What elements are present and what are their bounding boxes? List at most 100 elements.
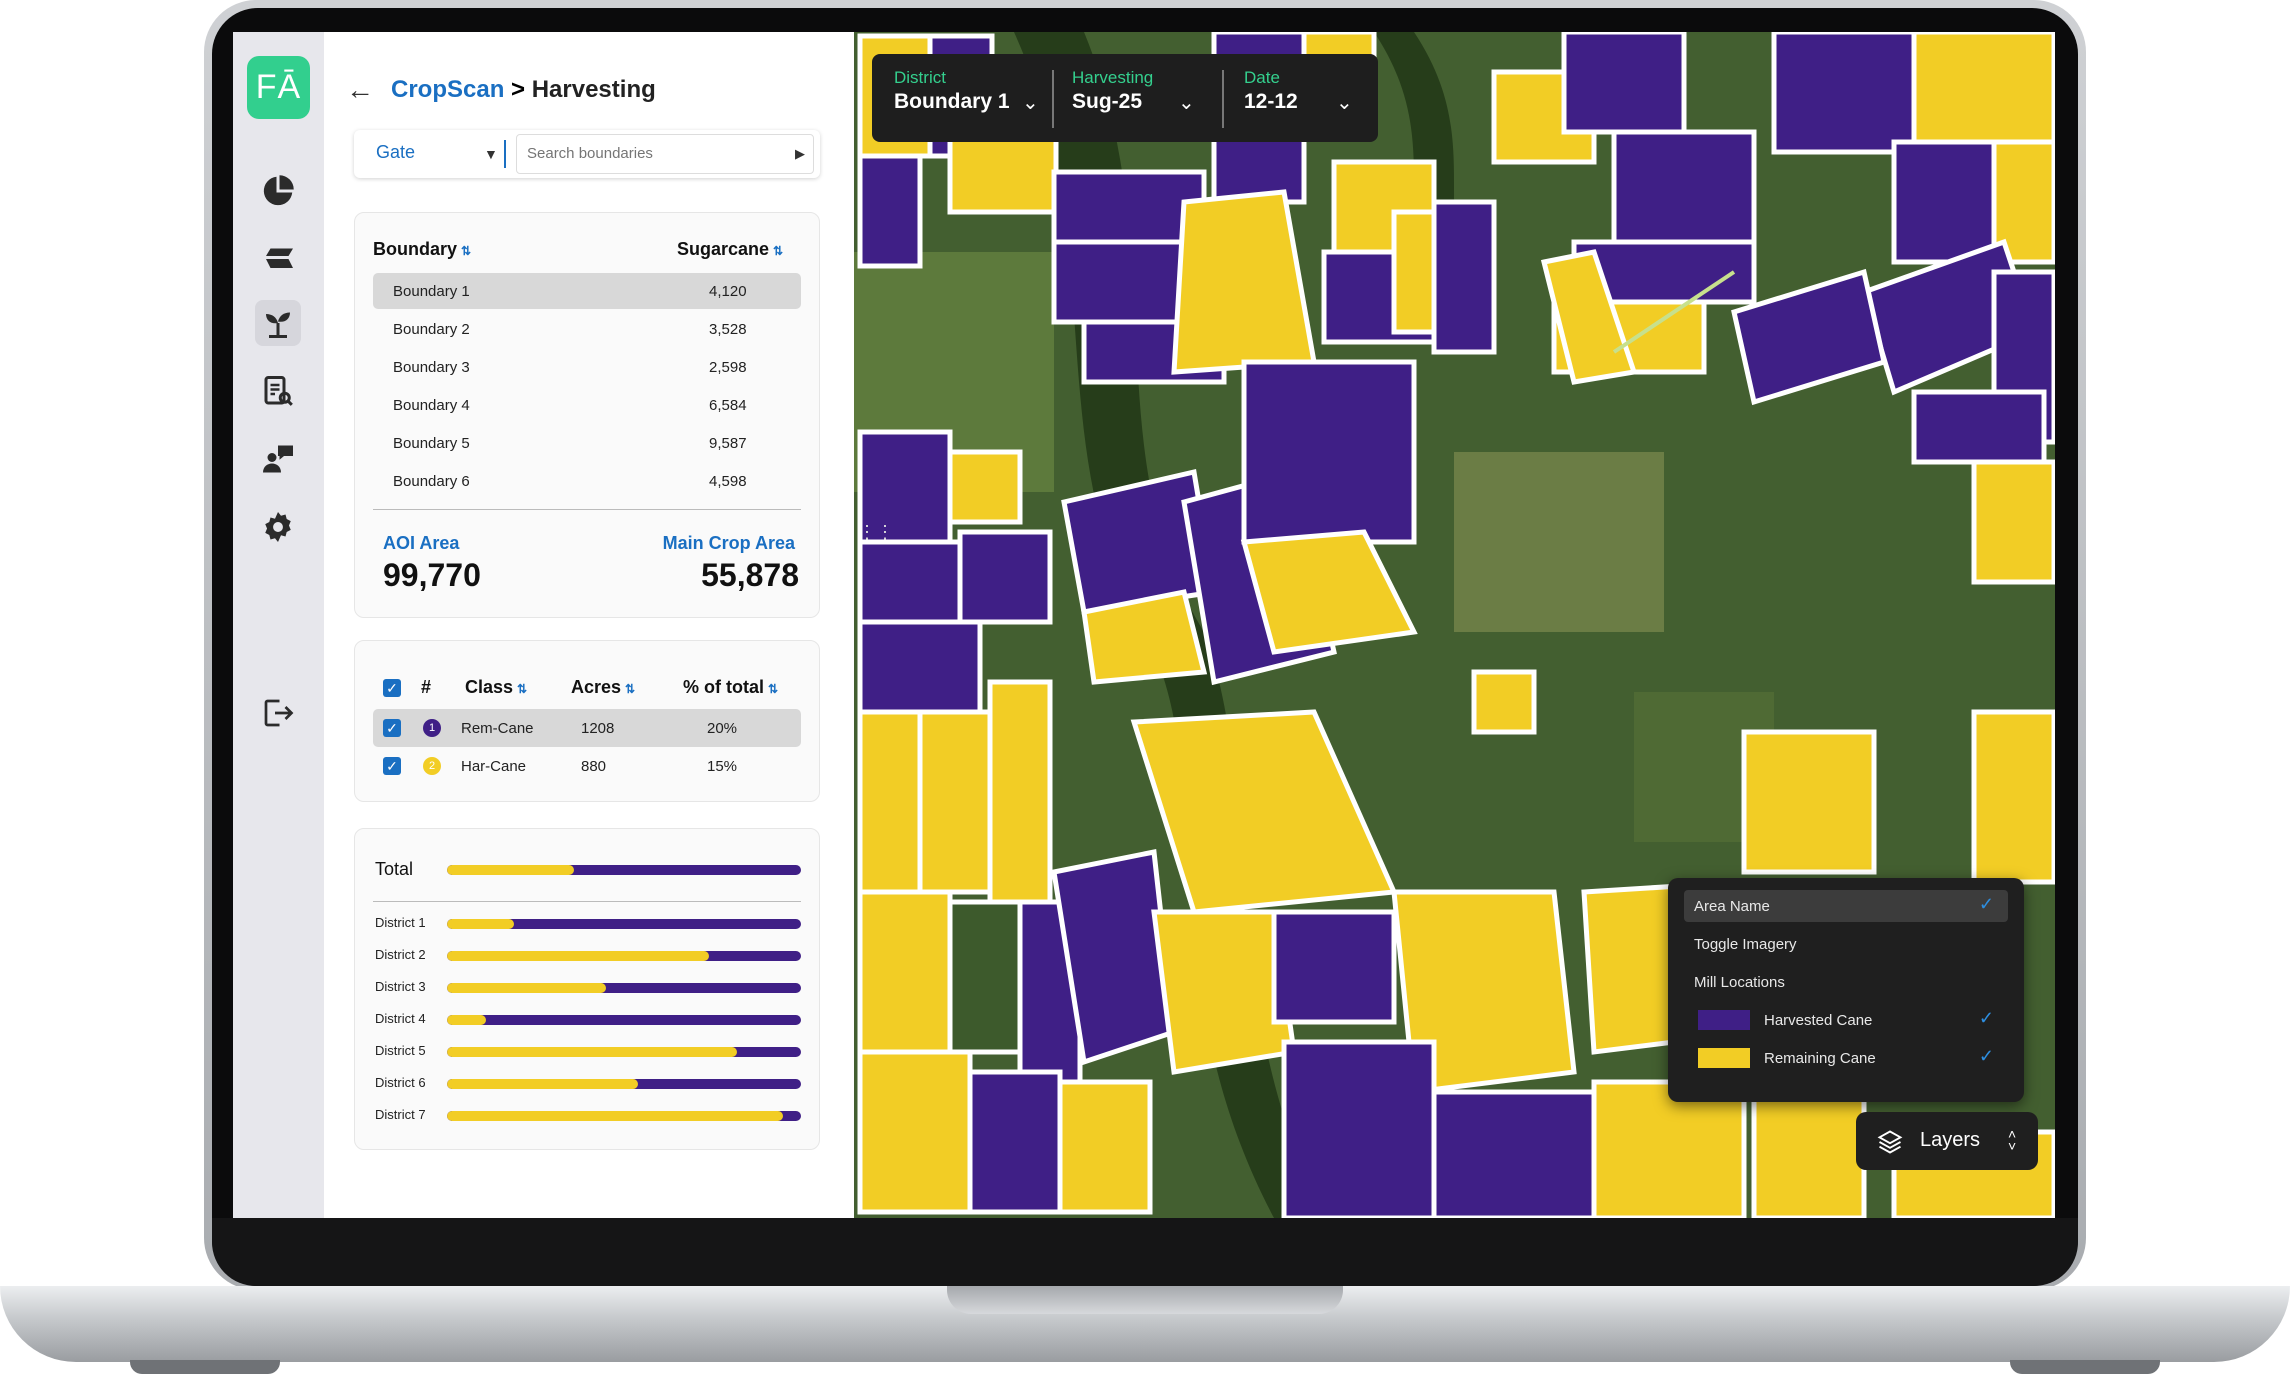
- layer-item-toggle-imagery[interactable]: Toggle Imagery: [1694, 936, 1797, 953]
- class-number-badge: 1: [423, 719, 441, 737]
- map-view[interactable]: ⋮⋮ District Boundary 1 ⌄ Harvesting Sug-…: [854, 32, 2055, 1218]
- pie-chart-icon[interactable]: [255, 168, 301, 214]
- caret-down-icon[interactable]: ▼: [484, 146, 498, 162]
- laptop-notch: [947, 1286, 1343, 1314]
- farmer-chat-icon[interactable]: [255, 436, 301, 482]
- class-column-header[interactable]: Class ⇅: [465, 677, 528, 697]
- district-label: District 7: [375, 1107, 426, 1122]
- district-label: District 5: [375, 1043, 426, 1058]
- select-all-checkbox[interactable]: ✓: [383, 679, 401, 697]
- layers-menu: Area Name ✓ Toggle Imagery Mill Location…: [1668, 878, 2024, 1102]
- report-search-icon[interactable]: [255, 368, 301, 414]
- district-progress-bar: [447, 919, 801, 929]
- chevron-down-icon: ⌄: [1178, 92, 1195, 114]
- sort-icon: ⇅: [773, 244, 784, 258]
- aoi-area-label: AOI Area: [383, 533, 460, 553]
- sort-icon: ⇅: [625, 682, 636, 696]
- filter-bar: District Boundary 1 ⌄ Harvesting Sug-25 …: [872, 54, 1378, 142]
- boundary-row[interactable]: Boundary 4 6,584: [393, 397, 747, 414]
- date-filter[interactable]: Date 12-12 ⌄: [1244, 68, 1353, 114]
- main-crop-area-value: 55,878: [701, 557, 799, 593]
- total-progress-bar: [447, 865, 801, 875]
- total-label: Total: [375, 859, 414, 879]
- boundary-row[interactable]: Boundary 2 3,528: [393, 321, 747, 338]
- layers-icon: [1877, 1130, 1903, 1154]
- divider: [1052, 70, 1054, 128]
- check-icon: ✓: [1978, 1008, 1994, 1028]
- app-screen: FĀ ← CropScan > Harvesting Gate: [233, 32, 2055, 1218]
- boundary-row[interactable]: Boundary 3 2,598: [393, 359, 747, 376]
- search-box: ▶: [516, 134, 814, 174]
- boundary-row[interactable]: Boundary 5 9,587: [393, 435, 747, 452]
- play-arrow-icon[interactable]: ▶: [795, 146, 805, 161]
- sort-icon: ⇅: [517, 682, 528, 696]
- district-label: District 1: [375, 915, 426, 930]
- district-label: District 3: [375, 979, 426, 994]
- logout-icon[interactable]: [255, 690, 301, 736]
- icon-rail: FĀ: [233, 32, 324, 1218]
- sugarcane-column-header[interactable]: Sugarcane ⇅: [677, 239, 784, 259]
- left-panel: ← CropScan > Harvesting Gate ▼ ▶ Boundar…: [324, 32, 854, 1218]
- district-progress-bar: [447, 1079, 801, 1089]
- sort-icon: ⇅: [461, 244, 472, 258]
- layers-button-label: Layers: [1920, 1129, 1981, 1151]
- row-checkbox[interactable]: ✓: [383, 757, 401, 775]
- gate-select[interactable]: Gate: [376, 142, 416, 162]
- check-icon: ✓: [1978, 894, 1994, 914]
- breadcrumb-root-link[interactable]: CropScan: [391, 76, 505, 103]
- aoi-area-value: 99,770: [383, 557, 481, 593]
- class-card: ✓ # Class ⇅ Acres ⇅ % of total ⇅ ✓ 1 Rem-Ca…: [354, 640, 820, 802]
- sort-icon: ⇅: [768, 682, 779, 696]
- search-input[interactable]: [527, 145, 777, 162]
- laptop-chin: [212, 1218, 2078, 1286]
- divider: [373, 901, 801, 902]
- drag-handle-icon[interactable]: ⋮⋮: [858, 522, 894, 542]
- check-icon: ✓: [1978, 1046, 1994, 1066]
- hash-column-header: #: [421, 677, 432, 697]
- breadcrumb-separator: >: [504, 76, 532, 103]
- district-filter[interactable]: District Boundary 1 ⌄: [894, 68, 1039, 114]
- layer-item-area-name[interactable]: Area Name ✓: [1684, 890, 2008, 922]
- percent-column-header[interactable]: % of total ⇅: [683, 677, 779, 697]
- class-row[interactable]: ✓ 2 Har-Cane 880 15%: [373, 747, 801, 785]
- district-progress-bar: [447, 1015, 801, 1025]
- harvesting-filter[interactable]: Harvesting Sug-25 ⌄: [1072, 68, 1195, 114]
- district-progress-bar: [447, 983, 801, 993]
- layers-button[interactable]: Layers ˄ ˅: [1856, 1112, 2038, 1170]
- boundary-column-header[interactable]: Boundary ⇅: [373, 239, 472, 259]
- layers-stack-icon[interactable]: [255, 236, 301, 282]
- field-polygons[interactable]: [854, 32, 2055, 1218]
- laptop-foot-right: [2010, 1360, 2160, 1374]
- divider: [373, 509, 801, 510]
- divider: [1222, 70, 1224, 128]
- district-progress-bar: [447, 951, 801, 961]
- search-divider: [504, 140, 506, 168]
- district-progress-bar: [447, 1111, 801, 1121]
- search-bar: Gate ▼ ▶: [354, 130, 820, 178]
- chevron-up-down-icon: ˄ ˅: [2008, 1126, 2017, 1154]
- layer-item-remaining-cane[interactable]: Remaining Cane ✓: [1684, 1042, 2008, 1074]
- district-label: District 2: [375, 947, 426, 962]
- breadcrumb: CropScan > Harvesting: [391, 76, 656, 104]
- class-number-badge: 2: [423, 757, 441, 775]
- back-arrow-icon[interactable]: ←: [346, 74, 374, 105]
- layer-item-mill-locations[interactable]: Mill Locations: [1694, 974, 1785, 991]
- totals-card: Total District 1 District 2 District 3 D…: [354, 828, 820, 1150]
- class-row[interactable]: ✓ 1 Rem-Cane 1208 20%: [373, 709, 801, 747]
- sprout-icon[interactable]: [255, 300, 301, 346]
- district-label: District 4: [375, 1011, 426, 1026]
- settings-gear-icon[interactable]: [255, 504, 301, 550]
- boundary-row[interactable]: Boundary 6 4,598: [393, 473, 747, 490]
- layer-item-harvested-cane[interactable]: Harvested Cane ✓: [1684, 1004, 2008, 1036]
- laptop-foot-left: [130, 1360, 280, 1374]
- acres-column-header[interactable]: Acres ⇅: [571, 677, 636, 697]
- district-label: District 6: [375, 1075, 426, 1090]
- page-title: Harvesting: [531, 76, 656, 103]
- app-logo[interactable]: FĀ: [247, 56, 310, 119]
- row-checkbox[interactable]: ✓: [383, 719, 401, 737]
- boundary-row[interactable]: Boundary 1 4,120: [373, 273, 801, 309]
- district-progress-bar: [447, 1047, 801, 1057]
- remaining-swatch: [1698, 1048, 1750, 1068]
- boundary-card: Boundary ⇅ Sugarcane ⇅ Boundary 1 4,120 Bou…: [354, 212, 820, 618]
- harvested-swatch: [1698, 1010, 1750, 1030]
